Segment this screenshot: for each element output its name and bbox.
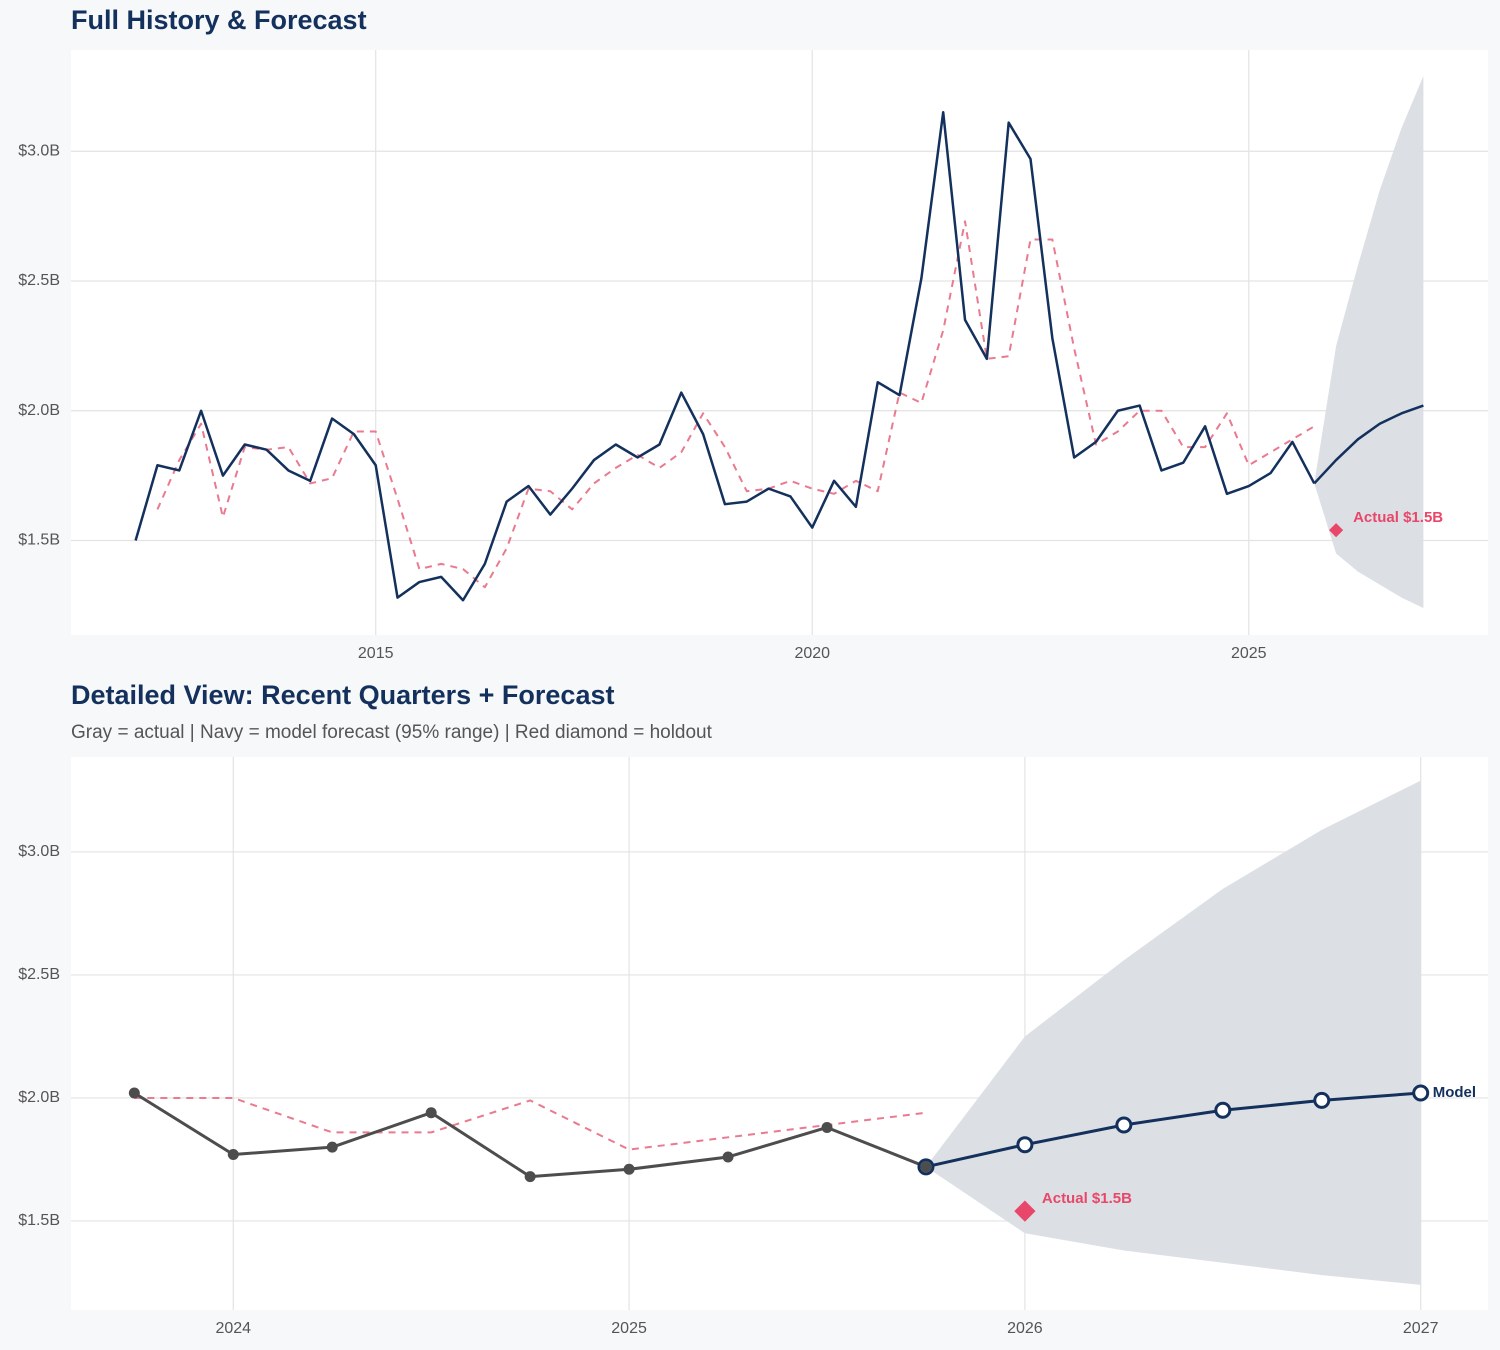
forecast-point [1016, 1136, 1034, 1154]
forecast-point [1115, 1116, 1133, 1134]
y-tick-label: $1.5B [18, 1212, 60, 1229]
holdout-label: Actual $1.5B [1042, 1190, 1132, 1207]
actual-point [128, 1087, 140, 1099]
y-tick-label: $2.0B [18, 402, 60, 419]
fitted-line [156, 220, 1315, 589]
plot-area [71, 50, 1488, 635]
forecast-point [1412, 1084, 1430, 1102]
chart-subtitle: Gray = actual | Navy = model forecast (9… [71, 722, 713, 743]
y-tick-label: $2.5B [18, 272, 60, 289]
y-tick-label: $3.0B [18, 843, 60, 860]
x-tick-label: 2015 [358, 645, 394, 662]
forecast-band [1314, 75, 1424, 609]
actual-point [722, 1151, 734, 1163]
x-tick-label: 2025 [611, 1320, 647, 1337]
x-tick-label: 2025 [1231, 645, 1267, 662]
actual-point [326, 1141, 338, 1153]
forecast-line [1313, 404, 1424, 485]
forecast-band [925, 780, 1421, 1285]
chart-title: Detailed View: Recent Quarters + Forecas… [71, 680, 614, 710]
actual-point [920, 1161, 932, 1173]
y-tick-label: $3.0B [18, 142, 60, 159]
chart-title: Full History & Forecast [71, 5, 367, 35]
forecast-label: Model [1433, 1084, 1476, 1101]
actual-point [227, 1149, 239, 1161]
x-tick-label: 2024 [215, 1320, 251, 1337]
forecast-point [1214, 1101, 1232, 1119]
y-tick-label: $2.0B [18, 1089, 60, 1106]
fitted-line [134, 1096, 927, 1151]
forecast-line [925, 1091, 1421, 1169]
x-tick-label: 2020 [794, 645, 830, 662]
x-tick-label: 2027 [1403, 1320, 1439, 1337]
x-tick-label: 2026 [1007, 1320, 1043, 1337]
actual-point [425, 1107, 437, 1119]
y-tick-label: $2.5B [18, 966, 60, 983]
forecast-point [1313, 1091, 1331, 1109]
actual-point [821, 1121, 833, 1133]
actual-line [134, 111, 1316, 602]
y-tick-label: $1.5B [18, 532, 60, 549]
holdout-marker [1329, 523, 1344, 538]
actual-point [524, 1171, 536, 1183]
actual-point [623, 1163, 635, 1175]
holdout-label: Actual $1.5B [1353, 509, 1443, 526]
